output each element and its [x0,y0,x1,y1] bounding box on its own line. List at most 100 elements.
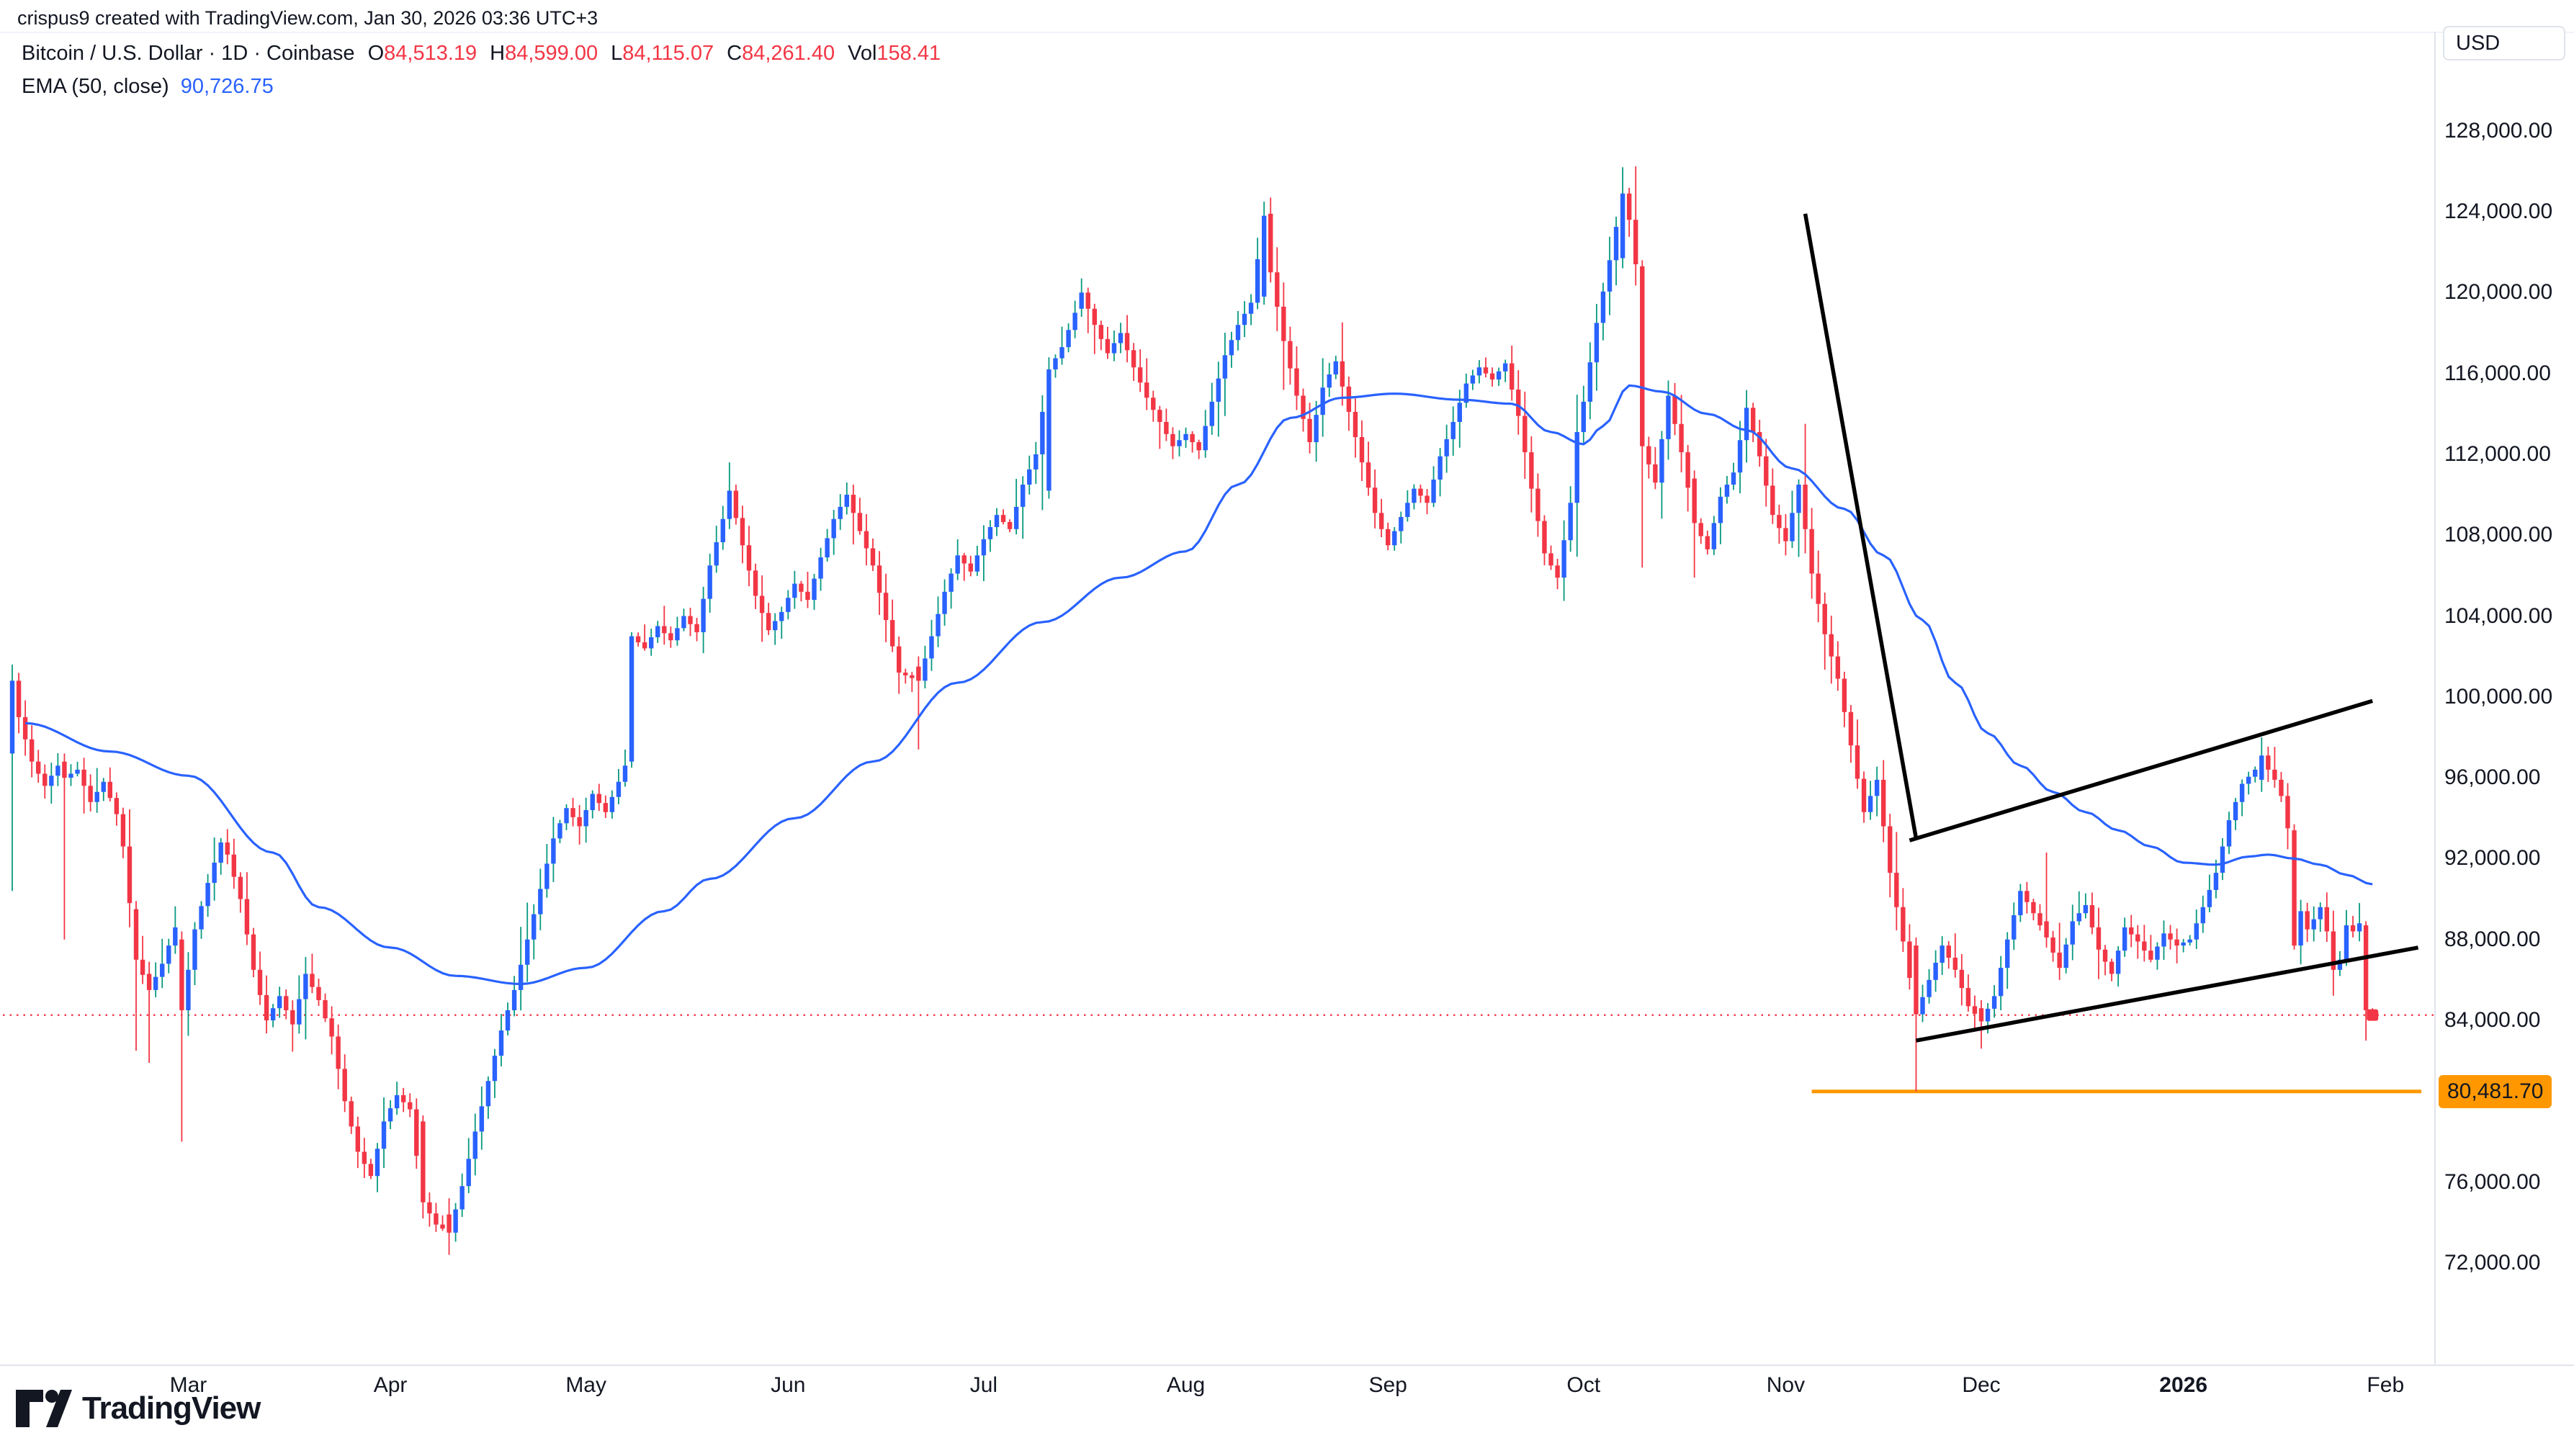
candle[interactable] [9,664,15,891]
candle[interactable] [1594,303,1600,391]
candle[interactable] [492,1048,498,1098]
candle[interactable] [192,922,197,986]
ema-label[interactable]: EMA (50, close) [22,75,169,98]
candle[interactable] [1965,974,1971,1012]
candle[interactable] [1157,405,1162,449]
candle[interactable] [472,1113,477,1176]
candle[interactable] [1600,282,1606,341]
candle[interactable] [889,599,895,652]
candle[interactable] [1803,423,1808,554]
candle[interactable] [114,792,120,826]
tradingview-logo[interactable]: TradingView [16,1390,261,1427]
candle[interactable] [1731,462,1736,490]
candle[interactable] [987,520,993,552]
candle[interactable] [173,906,178,954]
candle[interactable] [1888,814,1893,898]
candle[interactable] [2266,746,2271,782]
candle[interactable] [1633,166,1638,286]
candle[interactable] [936,596,941,647]
candle[interactable] [2220,838,2225,881]
candle[interactable] [1718,487,1723,544]
candle[interactable] [1653,446,1658,490]
candle[interactable] [1672,382,1677,436]
candle[interactable] [518,927,524,1011]
candle[interactable] [1835,641,1841,691]
candle[interactable] [1568,486,1573,552]
candle[interactable] [1640,260,1645,568]
candle[interactable] [2135,925,2140,959]
candle[interactable] [2246,771,2251,795]
candle[interactable] [22,700,28,756]
candle[interactable] [870,538,876,571]
candle[interactable] [1385,522,1391,551]
candle[interactable] [1118,323,1124,354]
candle[interactable] [635,632,641,647]
candle[interactable] [2024,881,2030,914]
candle[interactable] [2285,783,2290,850]
candle[interactable] [264,975,269,1034]
candle[interactable] [1523,391,1528,480]
candle[interactable] [1222,332,1228,416]
candle[interactable] [368,1159,374,1179]
candle[interactable] [2057,922,2062,980]
candle[interactable] [1757,419,1762,467]
candle[interactable] [1574,395,1579,557]
candle[interactable] [1085,287,1090,333]
candle[interactable] [1946,941,1951,969]
candle[interactable] [1991,985,1997,1018]
candle[interactable] [160,938,165,989]
candle[interactable] [949,568,954,609]
candle[interactable] [1777,504,1782,544]
candle[interactable] [1502,359,1508,382]
candle[interactable] [42,764,48,799]
candle[interactable] [622,749,628,787]
candle[interactable] [349,1096,354,1134]
candle[interactable] [1587,342,1593,420]
candle[interactable] [2005,932,2010,989]
candle[interactable] [1392,527,1397,551]
candle[interactable] [1327,362,1332,397]
candle[interactable] [1248,294,1254,325]
candle[interactable] [2083,893,2089,919]
candle[interactable] [1927,969,1932,1004]
candle[interactable] [394,1082,400,1115]
candle[interactable] [1867,781,1873,820]
candle[interactable] [1816,550,1821,623]
candle[interactable] [2148,935,2153,963]
candle[interactable] [16,673,22,734]
candle[interactable] [1764,439,1769,507]
candle[interactable] [773,613,778,645]
candle[interactable] [2207,874,2212,912]
candle[interactable] [1294,346,1299,410]
candle[interactable] [316,979,321,1006]
candle[interactable] [1320,358,1325,437]
candle[interactable] [447,1198,452,1255]
candle[interactable] [1561,520,1566,601]
candle[interactable] [825,529,830,562]
candle[interactable] [1053,354,1058,378]
candle[interactable] [1333,355,1338,379]
candle[interactable] [883,573,889,643]
candle[interactable] [812,573,817,610]
candle[interactable] [2187,935,2192,946]
candle[interactable] [974,545,980,576]
candle[interactable] [876,551,882,616]
candle[interactable] [648,629,654,656]
candle[interactable] [1359,420,1365,482]
candle[interactable] [720,505,725,550]
candle[interactable] [485,1076,491,1119]
candle[interactable] [2298,899,2303,965]
candle[interactable] [1933,950,1938,992]
candle[interactable] [440,1215,445,1231]
candle[interactable] [1124,315,1130,363]
candle[interactable] [818,547,823,591]
candle[interactable] [1626,187,1632,237]
candle[interactable] [1183,427,1188,449]
candle[interactable] [994,508,1000,536]
candle[interactable] [2102,945,2108,976]
candle[interactable] [707,553,712,613]
candle[interactable] [2233,798,2238,830]
candle[interactable] [1450,406,1456,456]
candle[interactable] [225,829,230,865]
candle[interactable] [903,668,908,684]
